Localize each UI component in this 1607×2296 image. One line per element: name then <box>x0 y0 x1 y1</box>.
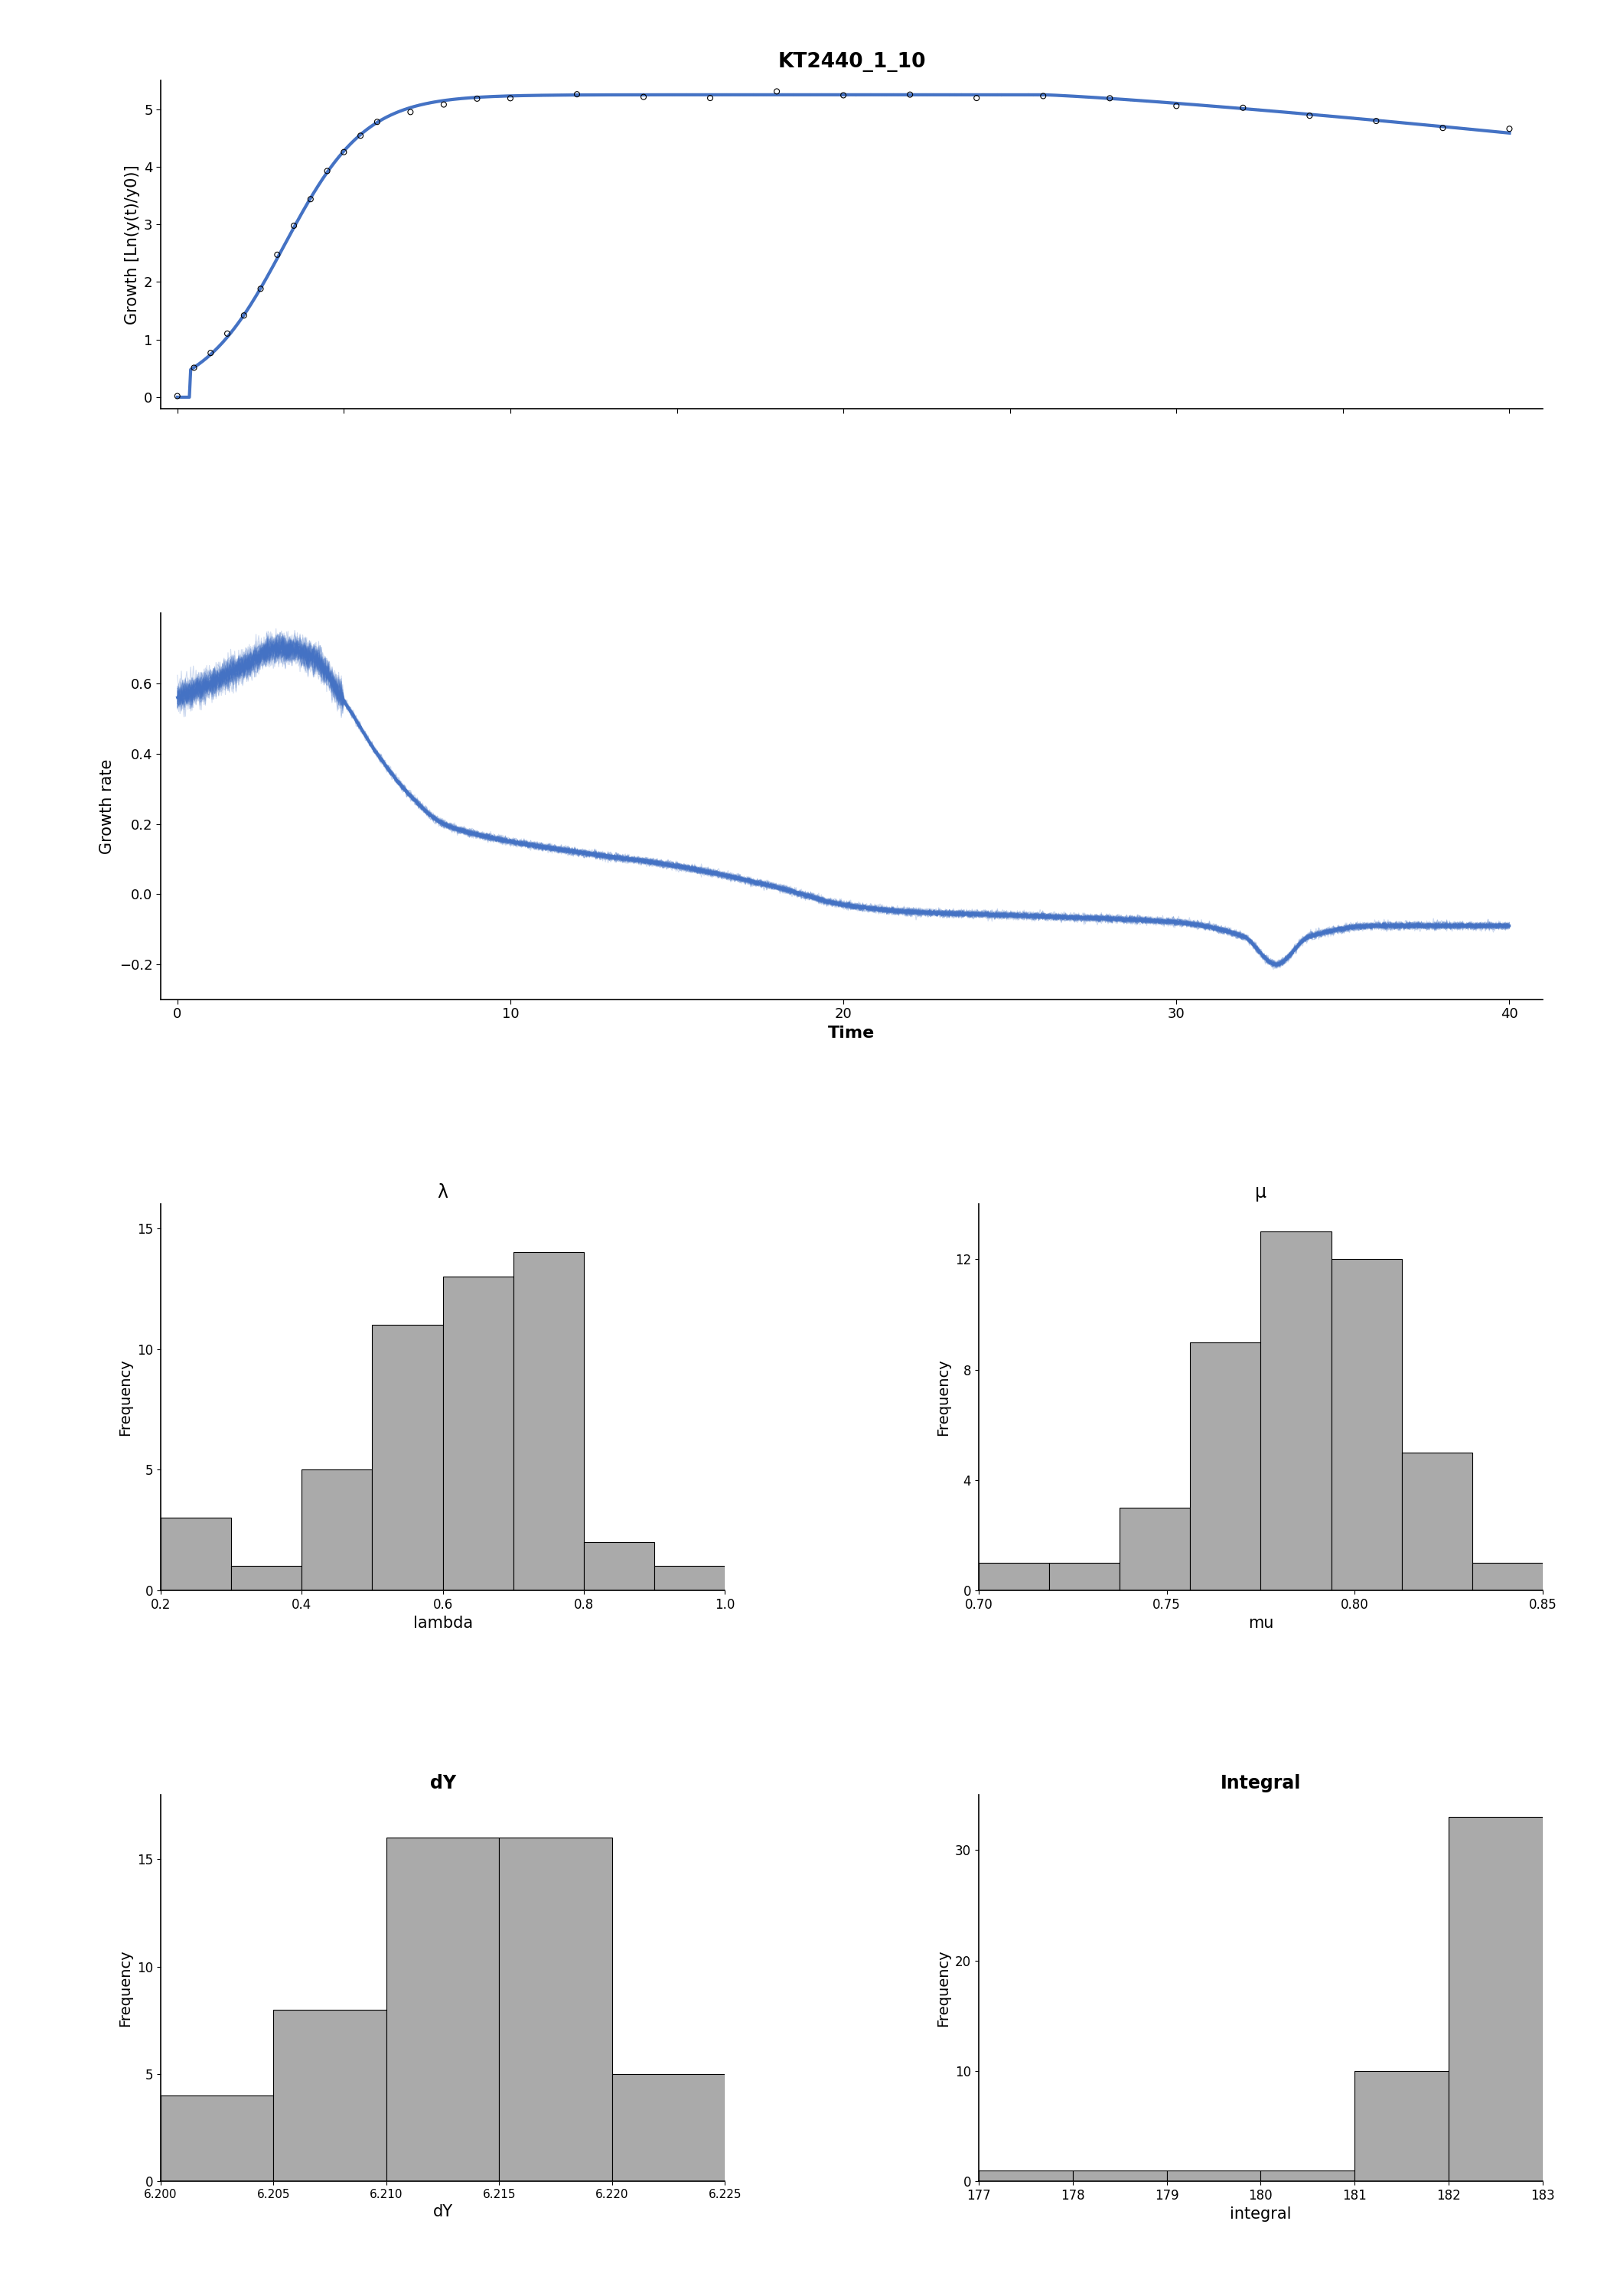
Bar <box>1260 2170 1355 2181</box>
Point <box>331 133 357 170</box>
Point <box>1163 87 1189 124</box>
Bar <box>612 2073 725 2181</box>
Bar <box>1072 2170 1167 2181</box>
Point <box>247 271 273 308</box>
Point <box>763 73 789 110</box>
Point <box>164 377 190 413</box>
Bar <box>1049 1564 1120 1591</box>
X-axis label: dY: dY <box>432 2204 453 2220</box>
Bar <box>1167 2170 1260 2181</box>
Point <box>1430 110 1456 147</box>
Bar <box>500 1837 612 2181</box>
Bar <box>654 1566 725 1591</box>
Point <box>315 152 341 188</box>
Point <box>564 76 590 113</box>
Point <box>214 315 239 351</box>
Bar <box>1355 2071 1448 2181</box>
Bar <box>273 2009 386 2181</box>
Point <box>198 335 223 372</box>
Bar <box>1260 1231 1331 1591</box>
Bar <box>1401 1453 1472 1591</box>
Y-axis label: Frequency: Frequency <box>119 1359 133 1435</box>
Point <box>464 80 490 117</box>
Point <box>498 80 524 117</box>
Bar <box>1120 1508 1191 1591</box>
Title: dY: dY <box>429 1775 456 1793</box>
Point <box>1496 110 1522 147</box>
Point <box>231 296 257 333</box>
Point <box>697 80 723 117</box>
Bar <box>1331 1258 1401 1591</box>
X-axis label: mu: mu <box>1249 1616 1273 1630</box>
Point <box>1363 103 1388 140</box>
Point <box>1229 90 1255 126</box>
Bar <box>231 1566 302 1591</box>
Point <box>630 78 656 115</box>
Point <box>897 76 922 113</box>
Y-axis label: Frequency: Frequency <box>937 1949 951 2027</box>
Title: Integral: Integral <box>1220 1775 1302 1793</box>
Bar <box>161 2096 273 2181</box>
Bar <box>979 2170 1072 2181</box>
Point <box>397 94 423 131</box>
Point <box>964 80 990 117</box>
Point <box>182 349 207 386</box>
Bar <box>583 1543 654 1591</box>
Title: KT2440_1_10: KT2440_1_10 <box>778 53 926 71</box>
Point <box>265 236 291 273</box>
Y-axis label: Frequency: Frequency <box>119 1949 133 2027</box>
Point <box>1297 96 1323 133</box>
Bar <box>1191 1343 1260 1591</box>
Bar <box>513 1251 583 1591</box>
Bar <box>444 1277 513 1591</box>
Y-axis label: Frequency: Frequency <box>937 1359 951 1435</box>
Bar <box>1448 1816 1543 2181</box>
Point <box>297 181 323 218</box>
Point <box>831 76 857 113</box>
Point <box>1098 80 1123 117</box>
Bar <box>386 1837 500 2181</box>
Y-axis label: Growth rate: Growth rate <box>100 758 116 854</box>
Point <box>1030 78 1056 115</box>
Point <box>431 87 456 124</box>
X-axis label: Time: Time <box>828 1026 876 1040</box>
Bar <box>161 1518 231 1591</box>
Y-axis label: Growth [Ln(y(t)/y0)]: Growth [Ln(y(t)/y0)] <box>124 165 140 324</box>
Point <box>281 207 307 243</box>
Bar <box>1472 1564 1543 1591</box>
Bar <box>302 1469 373 1591</box>
Bar <box>373 1325 444 1591</box>
Point <box>365 103 391 140</box>
Bar <box>979 1564 1049 1591</box>
Title: μ: μ <box>1255 1182 1266 1201</box>
X-axis label: integral: integral <box>1229 2206 1292 2223</box>
Title: λ: λ <box>437 1182 448 1201</box>
Point <box>347 117 373 154</box>
X-axis label: lambda: lambda <box>413 1616 472 1630</box>
